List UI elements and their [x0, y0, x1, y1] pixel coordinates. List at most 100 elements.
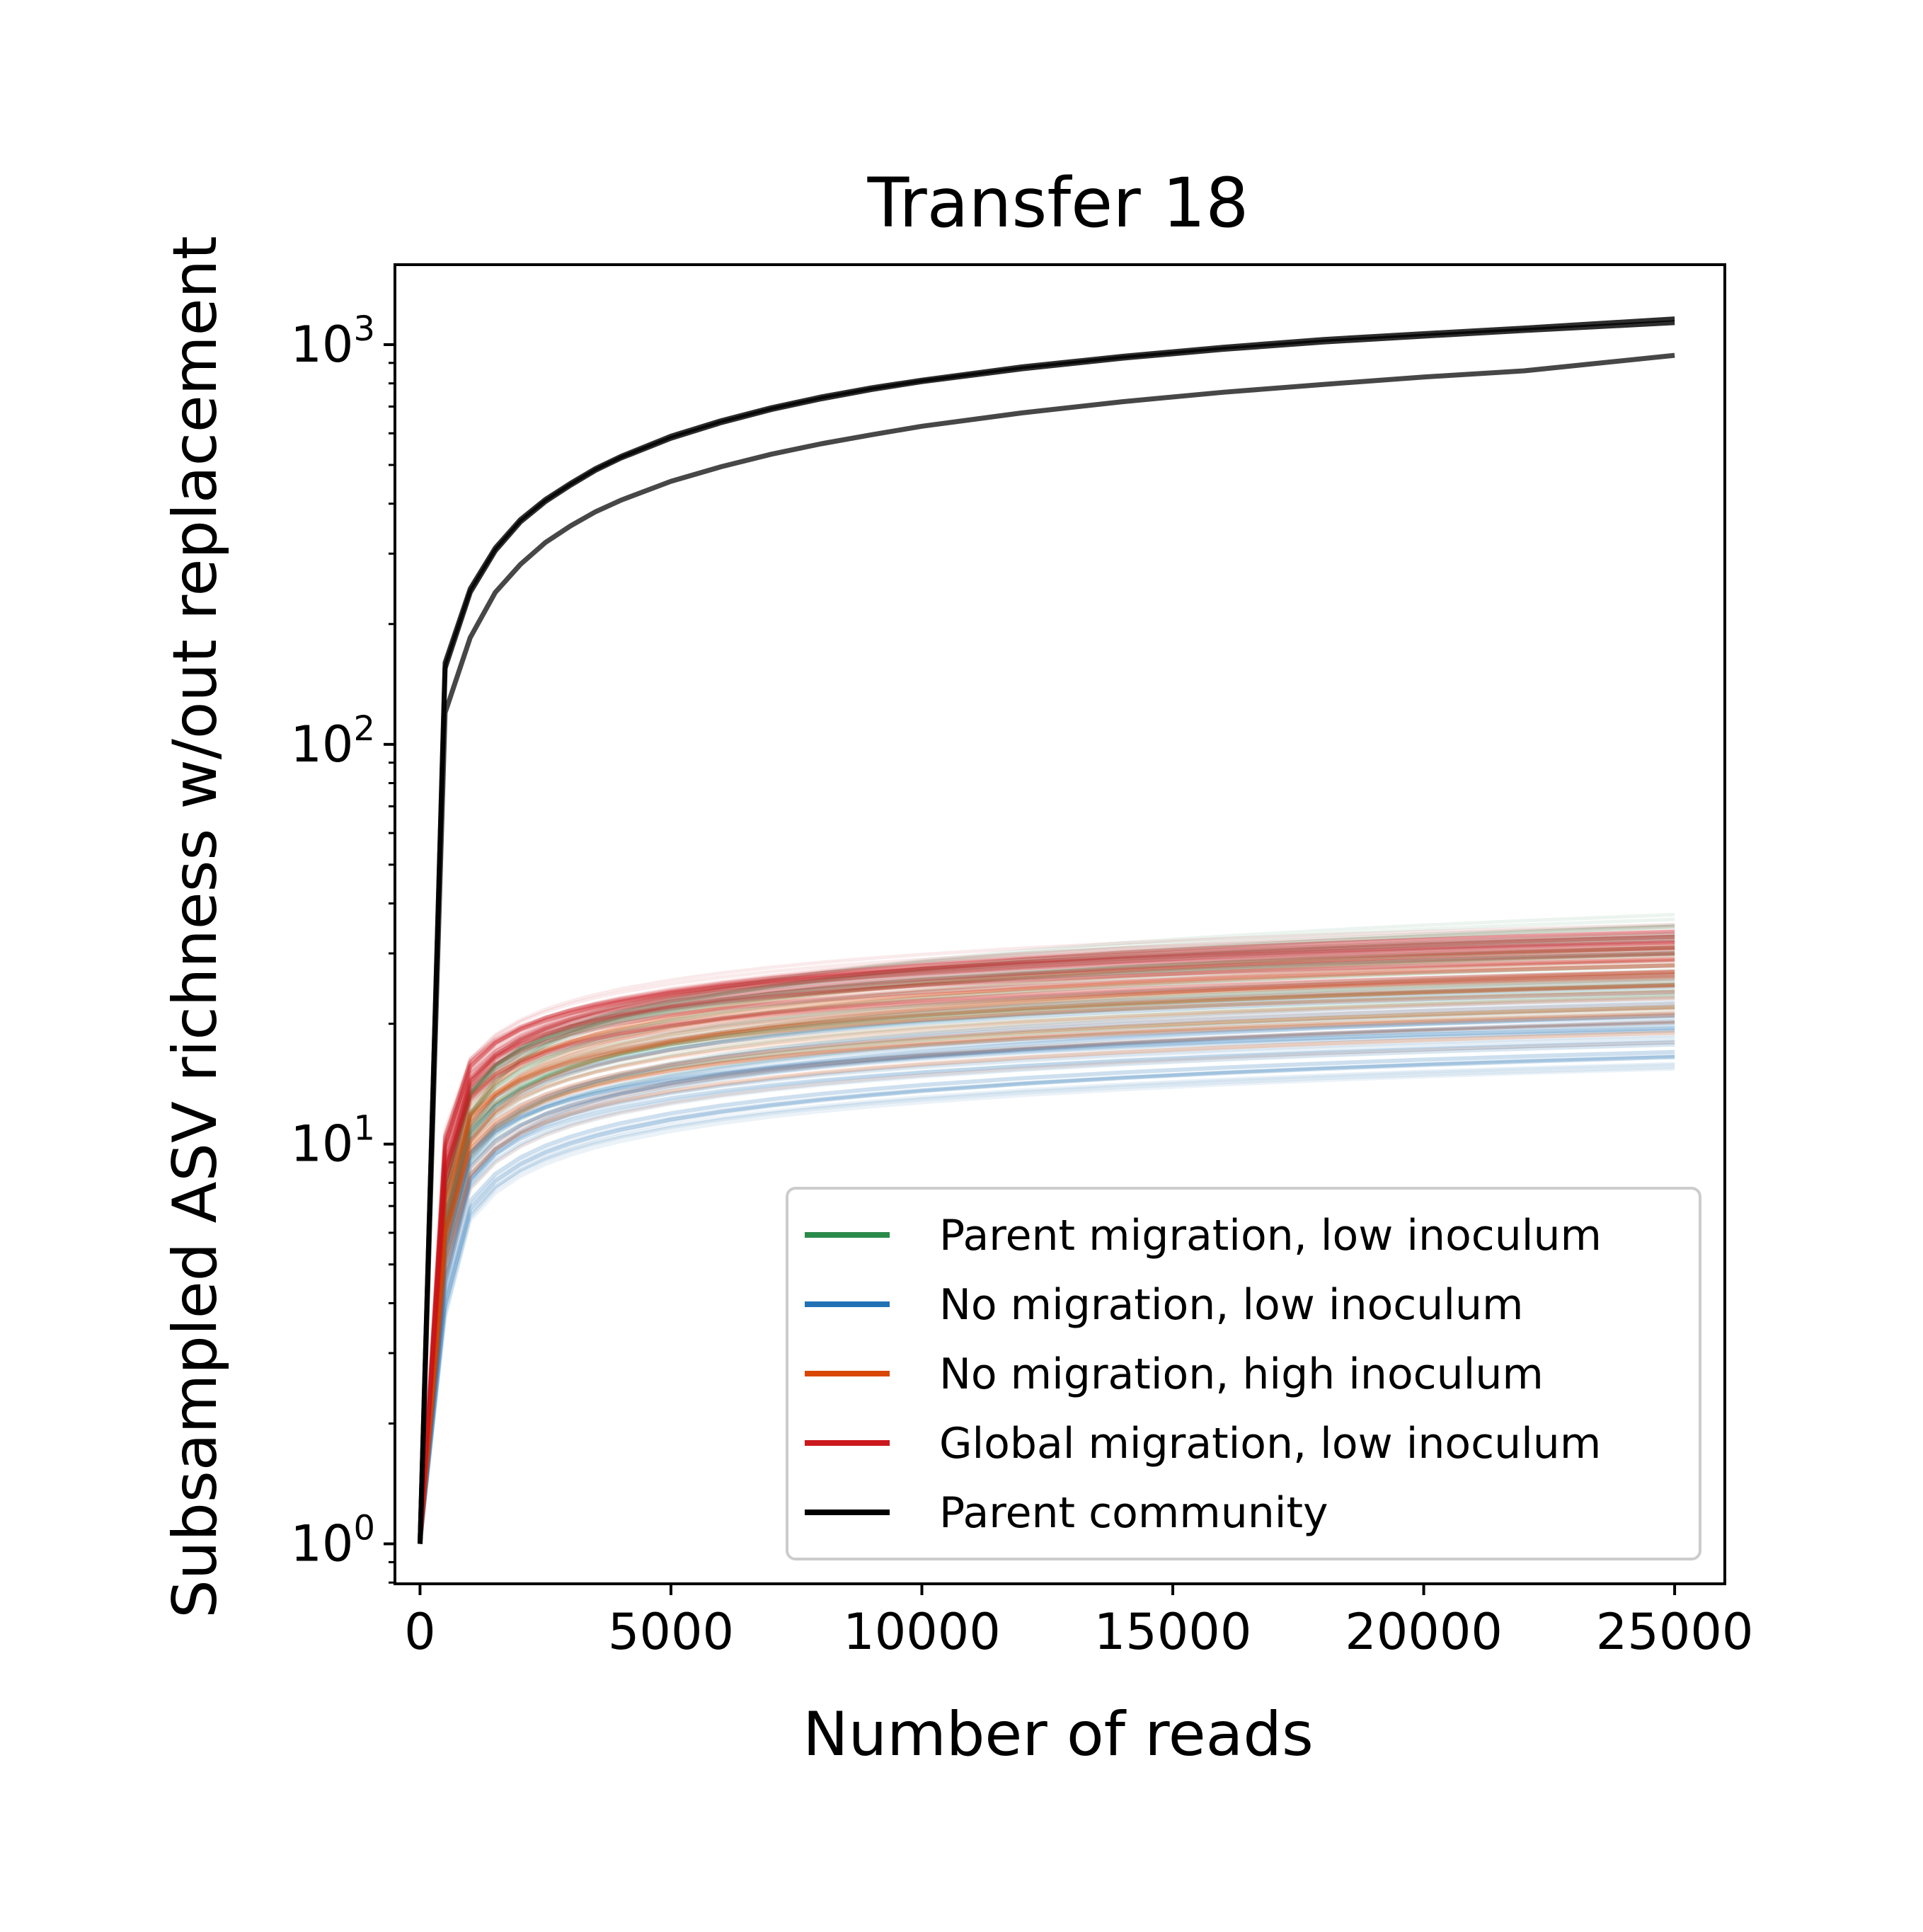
series-line-replicate [418, 1025, 1675, 1544]
series-line-replicate [418, 1006, 1675, 1544]
series-line-replicate [418, 958, 1675, 1544]
series-line-replicate [418, 928, 1675, 1544]
series-line-replicate [418, 957, 1675, 1544]
series-line-replicate [418, 934, 1675, 1544]
series-line-replicate [418, 934, 1675, 1544]
series-line-replicate [418, 992, 1675, 1544]
legend-label: Global migration, low inoculum [939, 1419, 1601, 1468]
series-line-replicate [418, 941, 1675, 1544]
series-line-replicate [418, 947, 1675, 1544]
series-line-replicate [418, 948, 1675, 1544]
series-line-replicate [418, 940, 1675, 1544]
series-line-replicate [418, 989, 1675, 1544]
series-1 [418, 979, 1675, 1544]
series-line-replicate [418, 960, 1675, 1544]
series-line-replicate [418, 1042, 1675, 1544]
series-line-replicate [418, 1011, 1675, 1544]
series-line-replicate [418, 954, 1675, 1544]
x-tick-label: 15000 [1094, 1603, 1252, 1661]
legend-item: Parent migration, low inoculum [805, 1211, 1602, 1260]
legend-item: Global migration, low inoculum [805, 1419, 1601, 1468]
legend: Parent migration, low inoculum No migrati… [786, 1187, 1701, 1560]
series-line-replicate [418, 1054, 1675, 1544]
series-line-replicate [418, 945, 1675, 1544]
series-line-replicate [418, 917, 1675, 1544]
series-line-replicate [418, 1054, 1675, 1544]
series-line-replicate [418, 934, 1675, 1544]
series-line-replicate [418, 974, 1675, 1544]
series-line-replicate [418, 989, 1675, 1544]
series-line-replicate [418, 1005, 1675, 1544]
series-line-replicate [418, 972, 1675, 1544]
series-line-replicate [418, 945, 1675, 1544]
series-line-replicate [418, 970, 1675, 1544]
series-line-replicate [418, 933, 1675, 1544]
series-line-replicate [418, 979, 1675, 1544]
y-tick-label: 101 [290, 1109, 375, 1173]
series-line-replicate [418, 945, 1675, 1544]
x-ticks: 0 5000 10000 15000 20000 25000 [404, 1584, 1753, 1661]
y-tick-label: 100 [290, 1509, 375, 1573]
legend-label: Parent community [939, 1488, 1328, 1538]
series-line-replicate [418, 1011, 1675, 1544]
series-line-replicate [418, 1019, 1675, 1544]
series-line-replicate [418, 1034, 1675, 1544]
series-line-replicate [418, 912, 1675, 1544]
series-line-replicate [418, 1016, 1675, 1544]
series-line-replicate [418, 939, 1675, 1544]
x-tick-label: 0 [404, 1603, 436, 1661]
series-line-replicate [418, 963, 1675, 1544]
series-line-replicate [418, 1050, 1675, 1544]
legend-label: Parent migration, low inoculum [939, 1211, 1602, 1260]
series-line-replicate [418, 1013, 1675, 1544]
series-line-replicate [418, 930, 1675, 1544]
series-line-replicate [418, 929, 1675, 1544]
series-line-replicate [418, 981, 1675, 1544]
x-tick-label: 5000 [608, 1603, 734, 1661]
legend-label: No migration, high inoculum [939, 1350, 1544, 1399]
series-line-replicate [418, 1043, 1675, 1544]
series-line-replicate [418, 953, 1675, 1544]
series-line-replicate [418, 1063, 1675, 1544]
series-line-replicate [418, 941, 1675, 1544]
series-line-replicate [418, 996, 1675, 1544]
legend-label: No migration, low inoculum [939, 1280, 1523, 1330]
series-line-replicate [418, 938, 1675, 1544]
series-line-replicate [418, 970, 1675, 1544]
series-line-replicate [418, 976, 1675, 1544]
series-line-replicate [418, 946, 1675, 1544]
axes-frame [394, 263, 1726, 1585]
series-line-replicate [418, 982, 1675, 1544]
series-line-replicate [418, 943, 1675, 1544]
series-line-replicate [418, 984, 1675, 1544]
series-line-replicate [418, 979, 1675, 1544]
series-line-replicate [418, 959, 1675, 1544]
series-3 [418, 922, 1675, 1544]
series-line-replicate [418, 922, 1675, 1544]
series-line-replicate [418, 1026, 1675, 1544]
series-line-replicate [418, 931, 1675, 1544]
series-line-replicate [418, 979, 1675, 1544]
series-line-replicate [418, 973, 1675, 1544]
parent-community-line [418, 320, 1675, 1544]
series-line-replicate [418, 1020, 1675, 1544]
y-tick-label: 103 [290, 309, 375, 374]
series-line-replicate [418, 924, 1675, 1544]
series-line-replicate [418, 983, 1675, 1544]
series-line-replicate [418, 1030, 1675, 1544]
series-line-replicate [418, 1020, 1675, 1544]
series-line-replicate [418, 975, 1675, 1544]
plot-area: 0 5000 10000 15000 20000 25000 100 101 102 103 [290, 263, 1753, 1661]
series-line-replicate [418, 1007, 1675, 1544]
series-line-replicate [418, 948, 1675, 1544]
series-line-replicate [418, 972, 1675, 1544]
series-line-replicate [418, 951, 1675, 1544]
series-line-replicate [418, 973, 1675, 1544]
series-lines [418, 316, 1675, 1544]
series-line-replicate [418, 951, 1675, 1544]
series-line-replicate [418, 931, 1675, 1544]
series-line-replicate [418, 1020, 1675, 1544]
series-line-replicate [418, 935, 1675, 1544]
series-line-replicate [418, 938, 1675, 1544]
